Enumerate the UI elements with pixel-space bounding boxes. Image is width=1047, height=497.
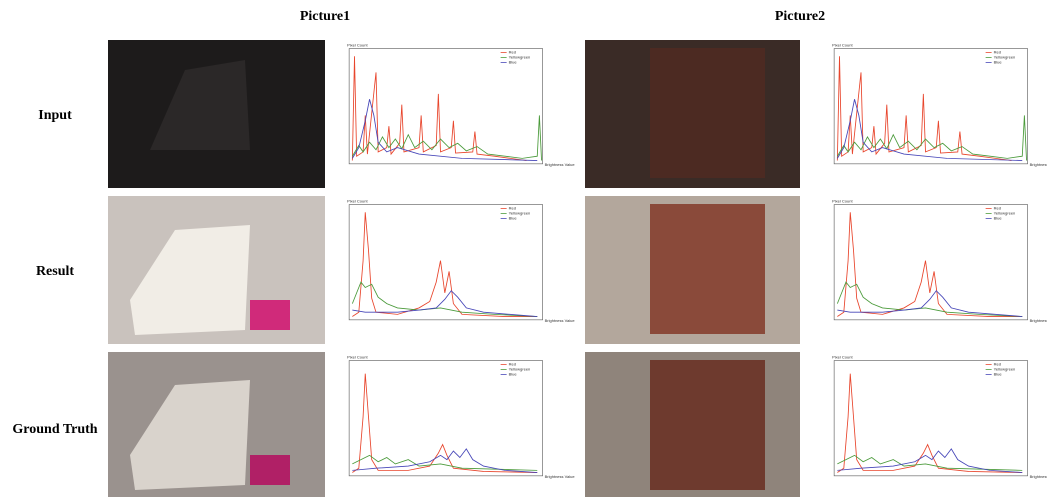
histogram-curves: [837, 374, 1022, 473]
histogram-curves: [352, 56, 541, 160]
histogram-frame: [349, 205, 543, 320]
legend-label: Blue: [509, 372, 518, 377]
x-axis-label: Brightness Value: [545, 162, 576, 167]
histogram-frame: [834, 205, 1028, 320]
row-label: Input: [38, 108, 72, 123]
y-axis-label: Pixel Count: [832, 43, 853, 48]
y-axis-label: Pixel Count: [347, 199, 368, 204]
histogram-curves: [352, 212, 537, 316]
legend-label: Blue: [509, 216, 518, 221]
legend-label: Blue: [994, 216, 1003, 221]
x-axis-label: Brightness Value: [545, 474, 576, 479]
histogram-curves: [837, 56, 1026, 160]
x-axis-label: Brightness Value: [1030, 162, 1047, 167]
photos: [108, 40, 800, 497]
legend-label: Blue: [509, 60, 518, 65]
y-axis-label: Pixel Count: [832, 355, 853, 360]
histogram-curves: [352, 374, 537, 473]
column-title: Picture2: [775, 9, 825, 24]
row-label: Result: [36, 264, 74, 279]
figure: Pixel CountBrightness ValueRedYellowgree…: [0, 0, 1047, 497]
legend-label: Blue: [994, 372, 1003, 377]
row-label: Ground Truth: [12, 422, 97, 437]
x-axis-label: Brightness Value: [1030, 474, 1047, 479]
x-axis-label: Brightness Value: [545, 318, 576, 323]
x-axis-label: Brightness Value: [1030, 318, 1047, 323]
histogram-curves: [837, 212, 1022, 316]
y-axis-label: Pixel Count: [347, 355, 368, 360]
column-title: Picture1: [300, 9, 350, 24]
y-axis-label: Pixel Count: [347, 43, 368, 48]
y-axis-label: Pixel Count: [832, 199, 853, 204]
legend-label: Blue: [994, 60, 1003, 65]
